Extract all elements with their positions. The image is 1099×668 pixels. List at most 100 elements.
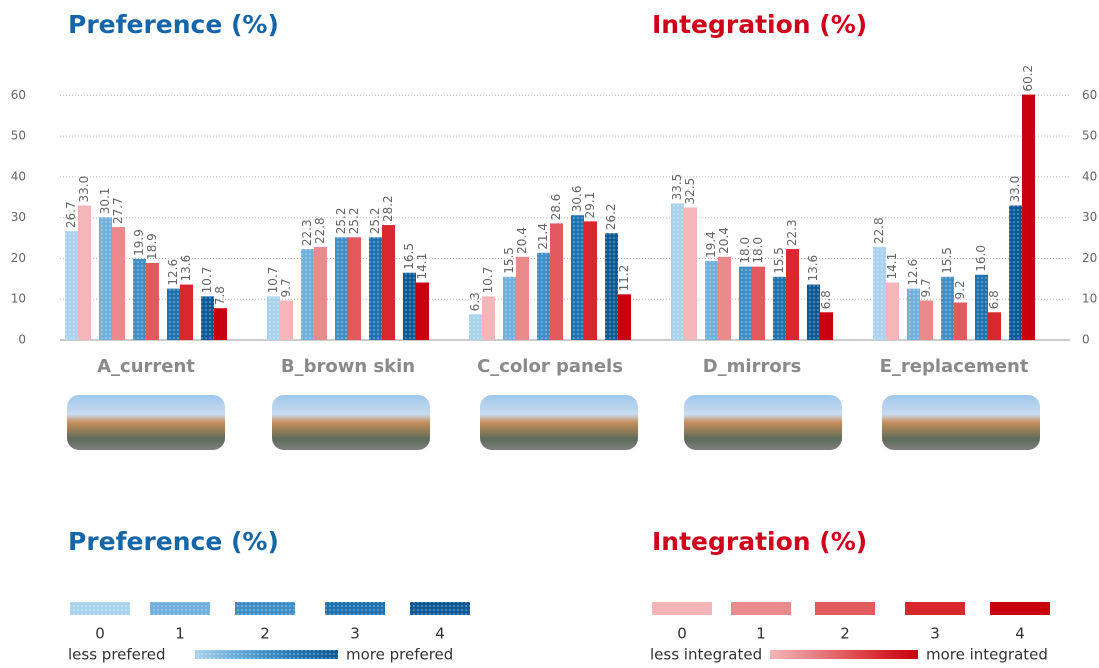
bar-texture: [739, 266, 752, 340]
y-tick-label: 0: [18, 333, 26, 347]
bar: [954, 302, 967, 340]
value-label: 33.0: [1008, 176, 1022, 203]
bar: [920, 300, 933, 340]
bar-texture: [267, 296, 280, 340]
value-label: 6.3: [468, 292, 482, 311]
bar: [112, 227, 125, 340]
value-label: 28.6: [549, 194, 563, 221]
y2-tick-label: 20: [1082, 251, 1097, 265]
value-label: 26.7: [64, 201, 78, 228]
bar-texture: [571, 215, 584, 340]
bar-texture: [469, 314, 482, 340]
legend-label: 0: [95, 625, 105, 643]
legend-title: Preference (%): [68, 527, 279, 556]
bar-texture: [503, 276, 516, 340]
value-label: 25.2: [368, 208, 382, 235]
value-label: 15.5: [940, 247, 954, 274]
value-label: 14.1: [885, 253, 899, 280]
bar-texture: [705, 260, 718, 340]
bar: [280, 300, 293, 340]
bar: [416, 282, 429, 340]
y2-tick-label: 30: [1082, 210, 1097, 224]
value-label: 28.2: [381, 195, 395, 222]
legend-label: 0: [677, 625, 687, 643]
bar: [214, 308, 227, 340]
value-label: 19.9: [132, 229, 146, 256]
thumbnail: [67, 395, 225, 450]
thumbnail: [480, 395, 638, 450]
bar-texture: [537, 252, 550, 340]
chart-title: Preference (%): [68, 10, 279, 39]
bar-texture: [1009, 205, 1022, 340]
bar: [180, 284, 193, 340]
bar: [786, 249, 799, 340]
value-label: 22.3: [300, 219, 314, 246]
thumbnail: [882, 395, 1040, 450]
bar-texture: [975, 274, 988, 340]
value-label: 9.7: [919, 278, 933, 297]
value-label: 7.8: [213, 286, 227, 305]
bar-texture: [807, 284, 820, 340]
bar: [382, 225, 395, 340]
value-label: 33.0: [77, 176, 91, 203]
legend-swatch-texture: [410, 602, 470, 615]
value-label: 33.5: [670, 174, 684, 201]
legend-title: Integration (%): [652, 527, 867, 556]
y2-tick-label: 50: [1082, 129, 1097, 143]
bar-texture: [65, 231, 78, 340]
bar: [482, 296, 495, 340]
value-label: 12.6: [906, 259, 920, 286]
bar-texture: [201, 296, 214, 340]
value-label: 10.7: [266, 267, 280, 294]
y-tick-label: 20: [11, 251, 26, 265]
value-label: 20.4: [717, 227, 731, 254]
legend-label: 3: [930, 625, 940, 643]
bar: [618, 294, 631, 340]
value-label: 22.3: [785, 219, 799, 246]
legend-label: 4: [435, 625, 445, 643]
legend-label: 4: [1015, 625, 1025, 643]
bar-texture: [941, 276, 954, 340]
y-tick-label: 60: [11, 88, 26, 102]
bar: [584, 221, 597, 340]
y-tick-label: 40: [11, 169, 26, 183]
legend-swatch: [815, 602, 875, 615]
legend-gradient: [770, 650, 918, 659]
legend-label: 2: [840, 625, 850, 643]
bar-texture: [301, 249, 314, 340]
x-tick-label: B_brown skin: [281, 356, 415, 377]
x-tick-label: C_color panels: [477, 356, 623, 377]
bar-texture: [335, 237, 348, 340]
bar: [314, 247, 327, 340]
value-label: 25.2: [334, 208, 348, 235]
legend-swatch: [905, 602, 965, 615]
bar: [146, 262, 159, 340]
thumbnail: [272, 395, 430, 450]
value-label: 15.5: [772, 247, 786, 274]
value-label: 18.9: [145, 233, 159, 260]
legend-swatch-texture: [235, 602, 295, 615]
bar-texture: [773, 276, 786, 340]
value-label: 30.1: [98, 188, 112, 215]
legend-label: 1: [756, 625, 766, 643]
value-label: 9.7: [279, 278, 293, 297]
y-tick-label: 30: [11, 210, 26, 224]
value-label: 10.7: [481, 267, 495, 294]
legend-label: 2: [260, 625, 270, 643]
bar: [988, 312, 1001, 340]
legend-label: 1: [175, 625, 185, 643]
value-label: 13.6: [806, 255, 820, 282]
bar-texture: [369, 237, 382, 340]
x-tick-label: A_current: [97, 356, 195, 377]
legend-swatch-texture: [70, 602, 130, 615]
value-label: 10.7: [200, 267, 214, 294]
y2-tick-label: 60: [1082, 88, 1097, 102]
value-label: 26.2: [604, 203, 618, 230]
thumbnail: [684, 395, 842, 450]
value-label: 16.5: [402, 243, 416, 270]
legend-low: less integrated: [650, 646, 762, 664]
legend-swatch-texture: [150, 602, 210, 615]
x-tick-label: D_mirrors: [703, 356, 802, 377]
bar: [78, 205, 91, 340]
